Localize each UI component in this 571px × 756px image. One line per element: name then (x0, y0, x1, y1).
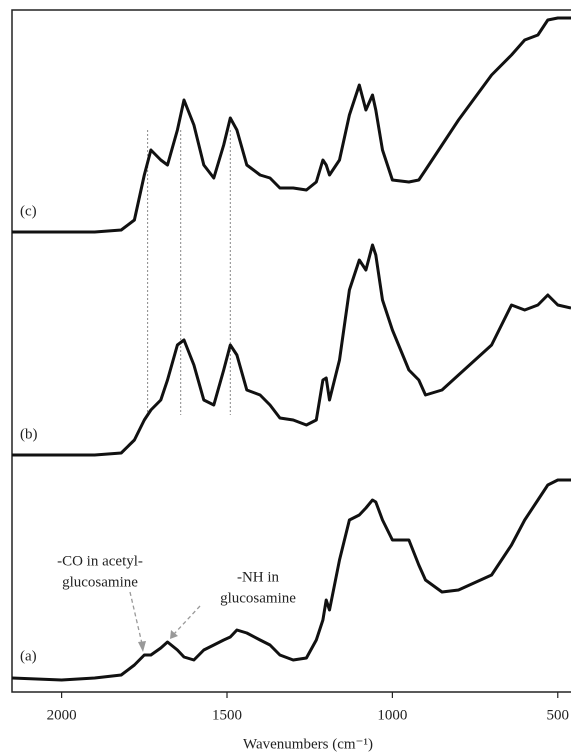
annotation-arrow (173, 605, 201, 635)
series-label: (c) (20, 203, 37, 219)
spectrum-line (11, 478, 571, 682)
x-tick-label: 2000 (47, 707, 77, 723)
series-label: (b) (20, 426, 38, 442)
spectrum-line (12, 243, 571, 457)
series-label: (a) (20, 648, 37, 664)
x-tick-label: 1000 (377, 707, 407, 723)
x-tick-label: 500 (547, 707, 570, 723)
arrow-head (170, 630, 178, 639)
annotation-text: -NH in (237, 569, 280, 585)
x-tick-label: 1500 (212, 707, 242, 723)
x-axis-label: Wavenumbers (cm⁻¹) (243, 736, 373, 752)
annotation-text: glucosamine (220, 590, 296, 606)
annotation-text: -CO in acetyl- (57, 553, 143, 569)
arrow-head (138, 641, 146, 652)
plot-frame (11, 9, 571, 693)
spectrum-line (12, 16, 571, 234)
annotation-text: glucosamine (62, 574, 138, 590)
annotation-arrow (129, 591, 144, 649)
